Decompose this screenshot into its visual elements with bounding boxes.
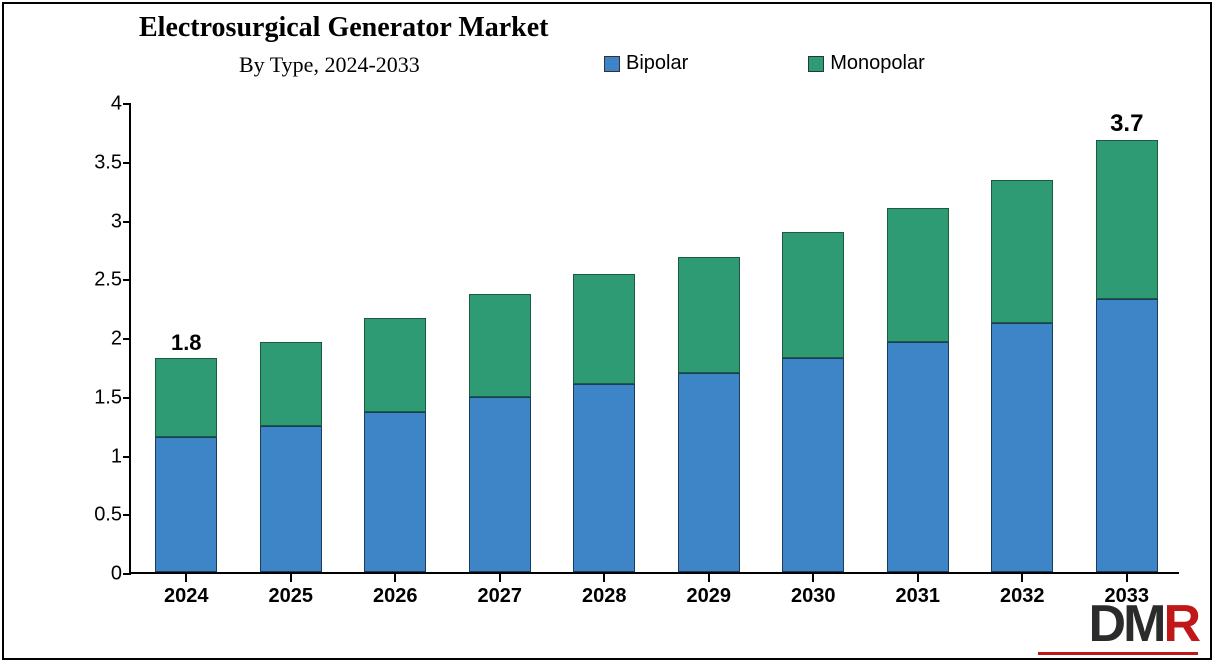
bar-segment-bipolar — [260, 426, 322, 572]
legend-label: Monopolar — [830, 52, 925, 75]
logo-letter-m: M — [1123, 595, 1163, 653]
y-tick-label: 2.5 — [74, 269, 122, 292]
x-tick-mark — [394, 574, 396, 582]
x-tick-mark — [290, 574, 292, 582]
bar-segment-monopolar — [991, 180, 1053, 323]
y-tick-label: 1.5 — [74, 386, 122, 409]
bar-segment-monopolar — [1096, 140, 1158, 300]
x-tick-label: 2025 — [269, 585, 314, 608]
y-tick-label: 0.5 — [74, 504, 122, 527]
bar-segment-bipolar — [887, 342, 949, 572]
bar-segment-monopolar — [260, 342, 322, 427]
legend-swatch-bipolar — [604, 56, 620, 72]
bar-segment-monopolar — [155, 358, 217, 437]
data-label: 1.8 — [171, 330, 202, 356]
legend-item-monopolar: Monopolar — [808, 52, 925, 75]
bar-segment-bipolar — [991, 323, 1053, 572]
bar-segment-bipolar — [678, 373, 740, 572]
y-tick-label: 1 — [74, 445, 122, 468]
y-tick-label: 3 — [74, 210, 122, 233]
data-label: 3.7 — [1110, 110, 1143, 138]
brand-logo: DMR — [1089, 598, 1198, 650]
bar-segment-monopolar — [469, 294, 531, 397]
y-tick-mark — [123, 221, 131, 223]
y-tick-mark — [123, 279, 131, 281]
logo-letter-d: D — [1089, 595, 1124, 653]
bar — [678, 257, 740, 572]
legend: Bipolar Monopolar — [604, 52, 925, 75]
bar-segment-monopolar — [782, 232, 844, 358]
x-tick-label: 2029 — [687, 585, 732, 608]
bar-segment-bipolar — [1096, 299, 1158, 572]
x-tick-label: 2027 — [478, 585, 523, 608]
legend-label: Bipolar — [626, 52, 688, 75]
plot-area: 00.511.522.533.5420242025202620272028202… — [74, 104, 1184, 574]
y-tick-mark — [123, 514, 131, 516]
x-tick-mark — [185, 574, 187, 582]
bar-segment-bipolar — [782, 358, 844, 572]
legend-swatch-monopolar — [808, 56, 824, 72]
bar-segment-monopolar — [364, 318, 426, 412]
logo-underline — [1038, 652, 1198, 655]
logo-letter-r: R — [1163, 595, 1198, 653]
chart-title: Electrosurgical Generator Market — [139, 12, 549, 44]
x-tick-mark — [812, 574, 814, 582]
y-tick-mark — [123, 103, 131, 105]
y-tick-mark — [123, 162, 131, 164]
chart-subtitle: By Type, 2024-2033 — [239, 52, 420, 78]
bar — [260, 342, 322, 572]
x-tick-mark — [1126, 574, 1128, 582]
y-tick-label: 0 — [74, 563, 122, 586]
bar-segment-bipolar — [364, 412, 426, 572]
y-tick-label: 3.5 — [74, 151, 122, 174]
x-tick-label: 2024 — [164, 585, 209, 608]
chart-frame: Electrosurgical Generator Market By Type… — [2, 2, 1212, 660]
y-tick-mark — [123, 397, 131, 399]
x-tick-label: 2026 — [373, 585, 418, 608]
bar-segment-monopolar — [887, 208, 949, 342]
y-tick-mark — [123, 338, 131, 340]
bar — [573, 274, 635, 572]
bar-segment-bipolar — [155, 437, 217, 572]
x-tick-mark — [708, 574, 710, 582]
x-tick-label: 2031 — [896, 585, 941, 608]
y-tick-label: 2 — [74, 328, 122, 351]
x-tick-label: 2028 — [582, 585, 627, 608]
x-tick-mark — [603, 574, 605, 582]
bar — [782, 232, 844, 572]
x-tick-mark — [917, 574, 919, 582]
bar-segment-monopolar — [678, 257, 740, 373]
bar-segment-bipolar — [469, 397, 531, 572]
bar — [991, 180, 1053, 572]
x-tick-mark — [499, 574, 501, 582]
y-tick-mark — [123, 573, 131, 575]
bar — [887, 208, 949, 572]
bar — [155, 358, 217, 572]
y-tick-mark — [123, 456, 131, 458]
bar — [364, 318, 426, 572]
x-tick-label: 2030 — [791, 585, 836, 608]
x-tick-label: 2032 — [1000, 585, 1045, 608]
bar — [469, 294, 531, 572]
bar — [1096, 140, 1158, 572]
legend-item-bipolar: Bipolar — [604, 52, 688, 75]
bar-segment-monopolar — [573, 274, 635, 384]
bar-segment-bipolar — [573, 384, 635, 572]
x-tick-mark — [1021, 574, 1023, 582]
y-tick-label: 4 — [74, 93, 122, 116]
